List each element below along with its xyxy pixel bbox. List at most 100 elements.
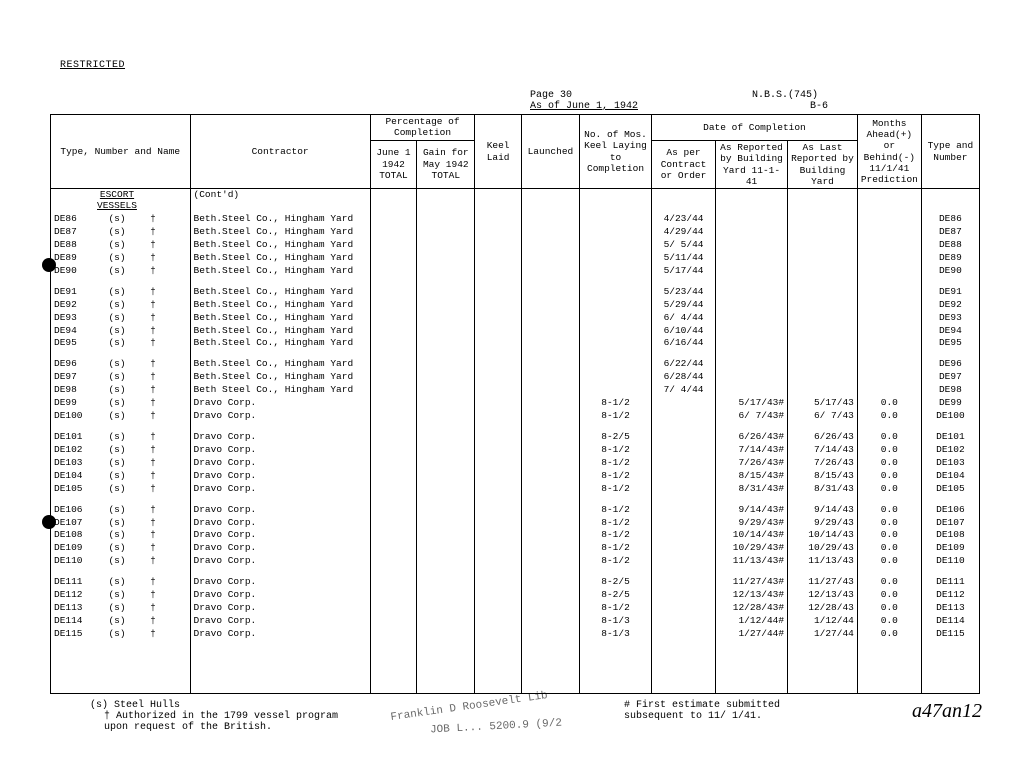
vessel-id: DE102	[54, 445, 90, 456]
mos-cell	[579, 325, 651, 338]
months-cell: 0.0	[857, 555, 921, 568]
auth-mark: †	[144, 543, 162, 554]
table-row: DE98(s)†Beth Steel Co., Hingham Yard7/ 4…	[51, 384, 980, 397]
as-last-cell: 12/13/43	[788, 589, 858, 602]
type-number-cell: DE94	[921, 325, 979, 338]
as-last-cell: 10/29/43	[788, 542, 858, 555]
vessel-schedule-table: Type, Number and Name Contractor Percent…	[50, 114, 980, 694]
hull-type: (s)	[90, 432, 144, 443]
as-last-cell: 7/26/43	[788, 457, 858, 470]
as-last-cell: 12/28/43	[788, 602, 858, 615]
as-per-cell: 4/29/44	[652, 226, 716, 239]
as-per-cell: 6/ 4/44	[652, 312, 716, 325]
hull-type: (s)	[90, 505, 144, 516]
vessel-id: DE96	[54, 359, 90, 370]
contractor-cell: Dravo Corp.	[190, 444, 370, 457]
table-row: DE115(s)†Dravo Corp.8-1/31/27/44#1/27/44…	[51, 628, 980, 641]
table-row: DE106(s)†Dravo Corp.8-1/29/14/43#9/14/43…	[51, 504, 980, 517]
vessel-id: DE94	[54, 326, 90, 337]
header-gain-for-may: Gain for May 1942 TOTAL	[417, 140, 475, 189]
mos-cell: 8-1/2	[579, 483, 651, 496]
section-header-row: ESCORT VESSELS (Cont'd)	[51, 189, 980, 213]
as-rep-cell: 12/13/43#	[716, 589, 788, 602]
as-rep-cell: 1/12/44#	[716, 615, 788, 628]
as-per-cell	[652, 555, 716, 568]
contractor-cell: Dravo Corp.	[190, 470, 370, 483]
type-number-cell: DE105	[921, 483, 979, 496]
auth-mark: †	[144, 313, 162, 324]
table-row: DE108(s)†Dravo Corp.8-1/210/14/43#10/14/…	[51, 529, 980, 542]
mos-cell: 8-1/2	[579, 542, 651, 555]
mos-cell: 8-1/2	[579, 504, 651, 517]
months-cell	[857, 384, 921, 397]
contractor-cell: Beth.Steel Co., Hingham Yard	[190, 265, 370, 278]
vessel-id: DE114	[54, 616, 90, 627]
months-cell: 0.0	[857, 589, 921, 602]
hole-punch-icon	[42, 515, 56, 529]
as-rep-cell	[716, 213, 788, 226]
table-row: DE90(s)†Beth.Steel Co., Hingham Yard5/17…	[51, 265, 980, 278]
as-rep-cell	[716, 239, 788, 252]
contractor-cell: Dravo Corp.	[190, 504, 370, 517]
as-last-cell: 6/ 7/43	[788, 410, 858, 423]
as-rep-cell	[716, 265, 788, 278]
mos-cell: 8-1/2	[579, 529, 651, 542]
as-per-cell	[652, 483, 716, 496]
hull-type: (s)	[90, 530, 144, 541]
as-per-cell	[652, 504, 716, 517]
type-number-cell: DE111	[921, 576, 979, 589]
as-last-cell	[788, 358, 858, 371]
auth-mark: †	[144, 326, 162, 337]
table-row: DE91(s)†Beth.Steel Co., Hingham Yard5/23…	[51, 286, 980, 299]
table-row: DE88(s)†Beth.Steel Co., Hingham Yard5/ 5…	[51, 239, 980, 252]
as-rep-cell: 12/28/43#	[716, 602, 788, 615]
header-launched: Launched	[521, 115, 579, 189]
months-cell: 0.0	[857, 504, 921, 517]
header-contractor: Contractor	[190, 115, 370, 189]
months-cell: 0.0	[857, 602, 921, 615]
auth-mark: †	[144, 432, 162, 443]
auth-mark: †	[144, 287, 162, 298]
auth-mark: †	[144, 484, 162, 495]
table-row: DE109(s)†Dravo Corp.8-1/210/29/43#10/29/…	[51, 542, 980, 555]
months-cell: 0.0	[857, 457, 921, 470]
table-row: DE111(s)†Dravo Corp.8-2/511/27/43#11/27/…	[51, 576, 980, 589]
type-number-cell: DE108	[921, 529, 979, 542]
months-cell	[857, 213, 921, 226]
months-cell: 0.0	[857, 483, 921, 496]
as-last-cell: 8/31/43	[788, 483, 858, 496]
header-as-reported: As Reported by Building Yard 11-1-41	[716, 140, 788, 189]
contractor-cell: Beth.Steel Co., Hingham Yard	[190, 286, 370, 299]
contractor-cell: Dravo Corp.	[190, 615, 370, 628]
hull-type: (s)	[90, 556, 144, 567]
table-row: DE101(s)†Dravo Corp.8-2/56/26/43#6/26/43…	[51, 431, 980, 444]
as-last-cell	[788, 265, 858, 278]
type-number-cell: DE87	[921, 226, 979, 239]
as-per-cell	[652, 457, 716, 470]
type-number-cell: DE100	[921, 410, 979, 423]
as-rep-cell: 5/17/43#	[716, 397, 788, 410]
months-cell	[857, 226, 921, 239]
as-last-cell: 5/17/43	[788, 397, 858, 410]
vessel-id: DE86	[54, 214, 90, 225]
mos-cell	[579, 384, 651, 397]
contractor-cell: Dravo Corp.	[190, 589, 370, 602]
months-cell	[857, 299, 921, 312]
footnote-first-estimate: # First estimate submitted subsequent to…	[624, 700, 844, 733]
as-rep-cell	[716, 286, 788, 299]
contractor-cell: Dravo Corp.	[190, 457, 370, 470]
as-rep-cell	[716, 312, 788, 325]
as-rep-cell: 8/15/43#	[716, 470, 788, 483]
as-last-cell: 9/14/43	[788, 504, 858, 517]
table-bottom-row	[51, 641, 980, 694]
mos-cell	[579, 371, 651, 384]
hull-type: (s)	[90, 471, 144, 482]
header-keel-laid: Keel Laid	[475, 115, 522, 189]
type-number-cell: DE99	[921, 397, 979, 410]
type-number-cell: DE90	[921, 265, 979, 278]
months-cell: 0.0	[857, 529, 921, 542]
contractor-cell: Beth.Steel Co., Hingham Yard	[190, 325, 370, 338]
as-rep-cell: 6/ 7/43#	[716, 410, 788, 423]
type-number-cell: DE106	[921, 504, 979, 517]
auth-mark: †	[144, 385, 162, 396]
